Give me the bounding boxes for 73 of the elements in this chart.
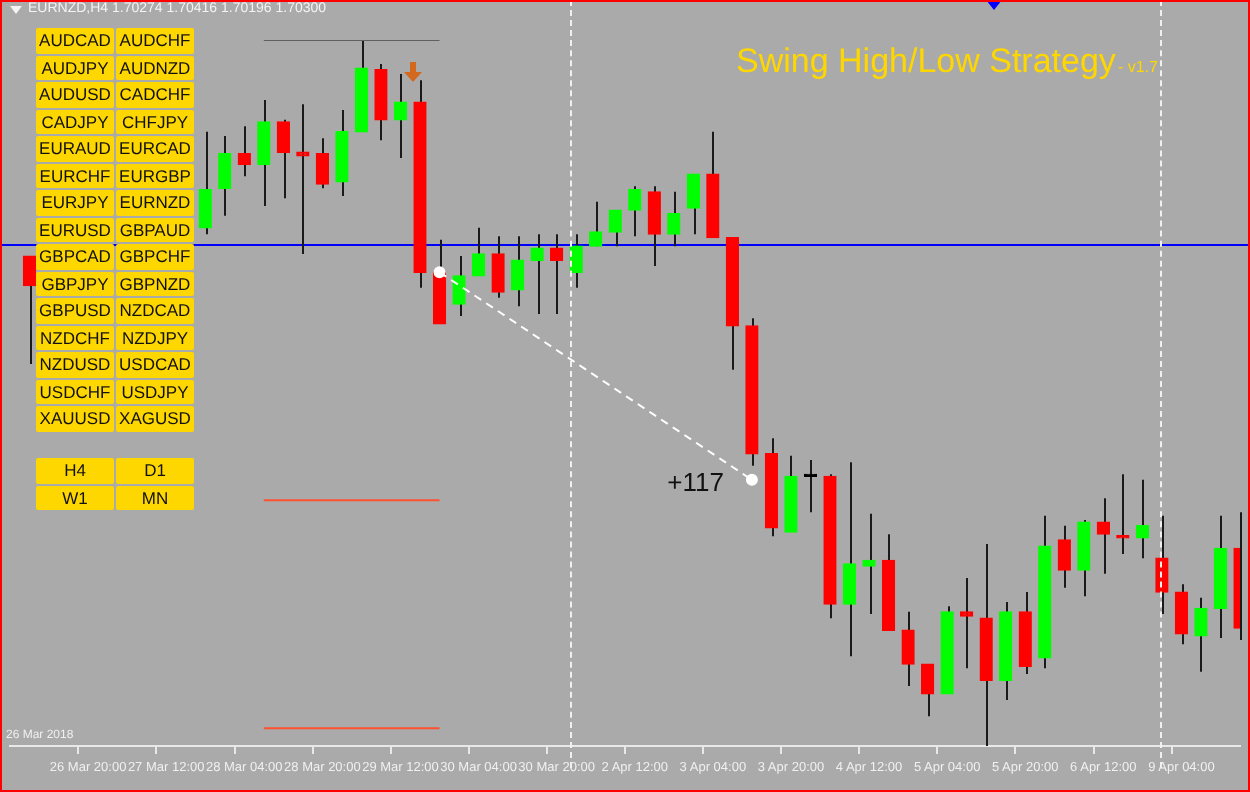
button: AUDNZD xyxy=(116,55,194,80)
candlestick xyxy=(589,200,603,248)
candlestick xyxy=(1194,596,1208,673)
button: EURCAD xyxy=(116,136,194,161)
candlestick xyxy=(510,235,525,308)
candlestick xyxy=(1155,514,1169,615)
button: NZDCAD xyxy=(116,298,194,323)
annotation: - v1.7 xyxy=(1117,58,1158,76)
button: XAGUSD xyxy=(116,406,194,431)
candlestick xyxy=(842,461,857,658)
candlestick xyxy=(22,255,37,366)
candlestick xyxy=(550,233,564,315)
candlestick xyxy=(686,173,700,236)
button: NZDUSD xyxy=(36,352,114,377)
candlestick xyxy=(393,72,408,159)
candlestick xyxy=(374,63,388,142)
button: EURGBP xyxy=(116,163,194,188)
button: D1 xyxy=(116,458,194,483)
button: GBPAUD xyxy=(116,217,194,242)
candlestick xyxy=(296,103,310,255)
button: CHFJPY xyxy=(116,109,194,134)
candlestick xyxy=(647,185,661,267)
candlestick xyxy=(569,233,583,289)
button: GBPJPY xyxy=(36,271,114,296)
candlestick xyxy=(628,185,642,238)
button: USDJPY xyxy=(116,379,194,404)
button: NZDCHF xyxy=(36,325,114,350)
candlestick xyxy=(471,226,486,277)
annotation: +117 xyxy=(667,466,724,497)
candlestick xyxy=(452,255,466,318)
button: GBPNZD xyxy=(116,271,194,296)
candlestick xyxy=(237,125,251,178)
candlestick xyxy=(218,135,232,217)
button: EURJPY xyxy=(36,190,114,215)
candlestick xyxy=(1174,583,1189,646)
button: GBPUSD xyxy=(36,298,114,323)
button: EURUSD xyxy=(36,217,114,242)
candlestick xyxy=(1057,524,1071,589)
button: EURCHF xyxy=(36,163,114,188)
candlestick xyxy=(257,99,271,207)
candlestick xyxy=(315,137,330,190)
candlestick xyxy=(901,610,915,687)
button: GBPCHF xyxy=(116,244,194,269)
button: USDCAD xyxy=(116,352,194,377)
button: H4 xyxy=(36,458,114,483)
button: XAUUSD xyxy=(36,406,114,431)
candlestick xyxy=(960,576,974,670)
candlestick xyxy=(530,233,544,315)
candlestick xyxy=(862,512,876,615)
button: AUDUSD xyxy=(36,82,114,107)
candlestick xyxy=(276,118,290,200)
candlestick xyxy=(1096,497,1110,575)
chart-subtitle: Swing High/Low Strategy xyxy=(736,42,1116,82)
button: GBPCAD xyxy=(36,244,114,269)
button: AUDCAD xyxy=(36,28,114,53)
button: MN xyxy=(116,485,194,510)
candlestick xyxy=(491,235,505,299)
button: AUDJPY xyxy=(36,55,114,80)
button: EURNZD xyxy=(116,190,194,215)
button: EURAUD xyxy=(36,136,114,161)
button: W1 xyxy=(36,485,114,510)
candlestick xyxy=(1135,478,1150,560)
candlestick xyxy=(198,130,212,236)
candlestick xyxy=(920,663,935,718)
button: AUDCHF xyxy=(116,28,194,53)
candlestick xyxy=(335,108,349,198)
button: USDCHF xyxy=(36,379,114,404)
button: CADJPY xyxy=(36,109,114,134)
candlestick xyxy=(667,190,681,248)
candlestick xyxy=(608,209,622,248)
button: NZDJPY xyxy=(116,325,194,350)
candlestick xyxy=(1077,519,1091,598)
button: CADCHF xyxy=(116,82,194,107)
